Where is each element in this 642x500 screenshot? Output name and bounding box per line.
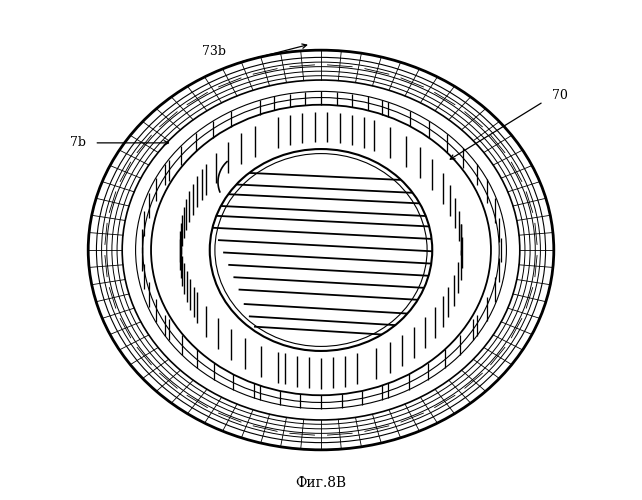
Text: Фиг.8В: Фиг.8В: [295, 476, 347, 490]
Text: 7b: 7b: [70, 136, 85, 149]
Text: 70: 70: [551, 89, 568, 102]
Text: 73b: 73b: [202, 46, 225, 59]
